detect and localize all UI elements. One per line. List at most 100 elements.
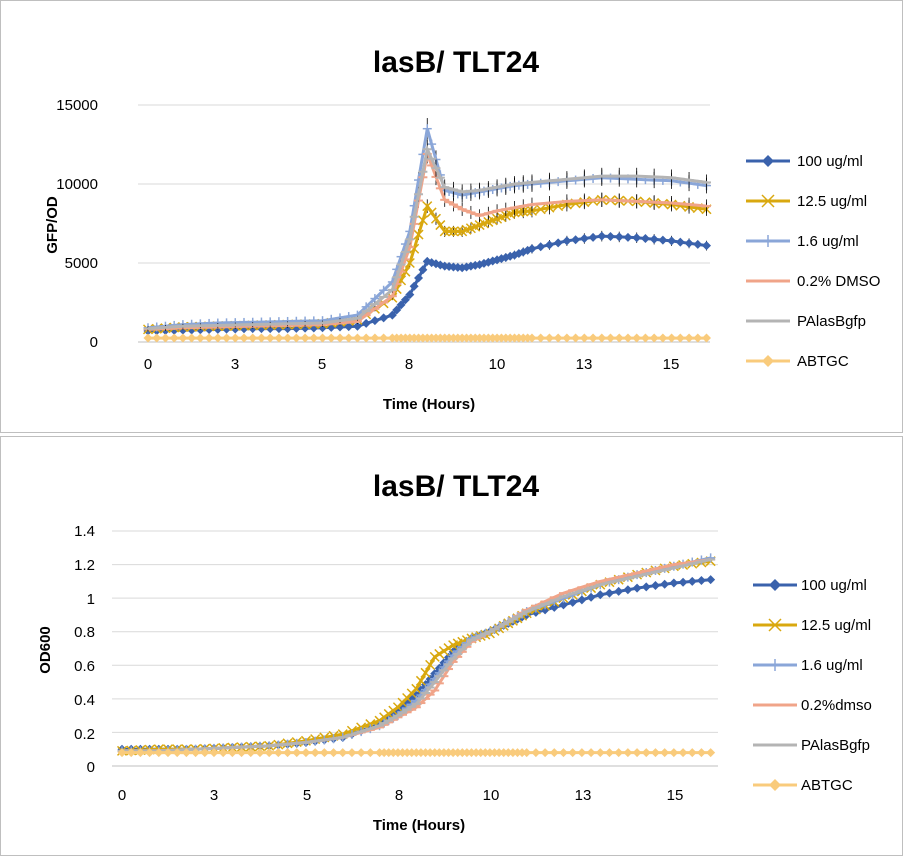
legend-label: 12.5 ug/ml [797, 193, 867, 210]
x-axis-label: Time (Hours) [383, 396, 475, 413]
data-point [344, 333, 354, 343]
data-point [684, 333, 694, 343]
data-point [595, 748, 605, 758]
legend-symbol [753, 779, 797, 791]
data-point [338, 748, 348, 758]
data-point [352, 333, 362, 343]
data-point [416, 748, 426, 758]
data-point [379, 333, 389, 343]
data-point [696, 576, 706, 586]
series-5 [117, 748, 716, 758]
data-point [407, 748, 417, 758]
data-point [248, 333, 258, 343]
data-point [438, 645, 449, 657]
data-point [375, 748, 385, 758]
series-0 [117, 575, 716, 754]
data-point [606, 333, 616, 343]
series-line [122, 578, 711, 751]
legend-label: 0.2%dmso [801, 697, 872, 714]
chart-title: lasB/ TLT24 [373, 470, 539, 503]
data-point [606, 232, 616, 242]
data-point [370, 333, 380, 343]
data-point [462, 748, 472, 758]
legend-symbol [746, 235, 790, 247]
data-point [444, 226, 455, 237]
data-point [640, 333, 650, 343]
data-point [588, 333, 598, 343]
data-point [227, 748, 237, 758]
data-point [658, 333, 668, 343]
data-point [135, 748, 145, 758]
data-point [435, 220, 446, 231]
data-point [387, 310, 397, 320]
data-point [213, 333, 223, 343]
data-point [283, 748, 293, 758]
data-point [568, 597, 578, 607]
y-tick-label: 0 [90, 334, 98, 351]
data-point [178, 333, 188, 343]
data-point [426, 207, 437, 218]
data-point [405, 290, 415, 300]
data-point [577, 748, 587, 758]
data-point [687, 748, 697, 758]
x-tick-label: 8 [405, 356, 413, 373]
data-point [187, 333, 197, 343]
data-point [604, 748, 614, 758]
data-point [430, 748, 440, 758]
data-point [160, 333, 170, 343]
x-tick-label: 0 [118, 787, 126, 804]
data-point [344, 322, 354, 332]
data-point [453, 748, 463, 758]
data-point [535, 204, 546, 215]
y-tick-label: 1.2 [74, 557, 95, 574]
data-point [291, 333, 301, 343]
data-point [434, 748, 444, 758]
y-tick-label: 0.4 [74, 692, 95, 709]
data-point [650, 581, 660, 591]
data-point [420, 667, 431, 678]
data-point [632, 233, 642, 243]
legend-label: 100 ug/ml [801, 577, 867, 594]
legend-label: 0.2% DMSO [797, 273, 880, 290]
data-point [169, 333, 179, 343]
y-tick-label: 1 [87, 591, 95, 608]
data-point [678, 577, 688, 587]
y-tick-label: 0.8 [74, 624, 95, 641]
y-tick-label: 10000 [56, 176, 98, 193]
gridlines [112, 530, 718, 733]
data-point [641, 748, 651, 758]
data-point [273, 748, 283, 758]
data-point [623, 232, 633, 242]
data-point [434, 648, 445, 659]
data-point [536, 333, 546, 343]
data-point [379, 748, 389, 758]
x-tick-label: 15 [663, 356, 680, 373]
data-point [335, 333, 345, 343]
legend-label: PAlasBgfp [801, 737, 870, 754]
data-point [467, 748, 477, 758]
data-point [568, 748, 578, 758]
x-tick-label: 10 [489, 356, 506, 373]
data-point [425, 659, 436, 670]
chart-od600: lasB/ TLT24 Time (Hours) OD600 0 0.2 0.4… [37, 470, 872, 834]
data-point [396, 300, 406, 310]
data-point [562, 333, 572, 343]
data-point [658, 235, 668, 245]
data-point [195, 333, 205, 343]
data-point [508, 748, 518, 758]
series-line [147, 234, 707, 333]
data-point [246, 748, 256, 758]
data-point [544, 240, 554, 250]
y-tick-label: 0.2 [74, 726, 95, 743]
data-point [274, 333, 284, 343]
data-point [413, 229, 424, 240]
legend-symbol [753, 618, 797, 632]
data-point [439, 226, 450, 237]
data-point [604, 588, 614, 598]
data-point [579, 333, 589, 343]
x-tick-label: 13 [576, 356, 593, 373]
data-point [398, 748, 408, 758]
legend-symbol [753, 579, 797, 591]
chart-panel-gfp: lasB/ TLT24 Time (Hours) GFP/OD 0 5000 1… [0, 0, 903, 433]
data-point [239, 333, 249, 343]
